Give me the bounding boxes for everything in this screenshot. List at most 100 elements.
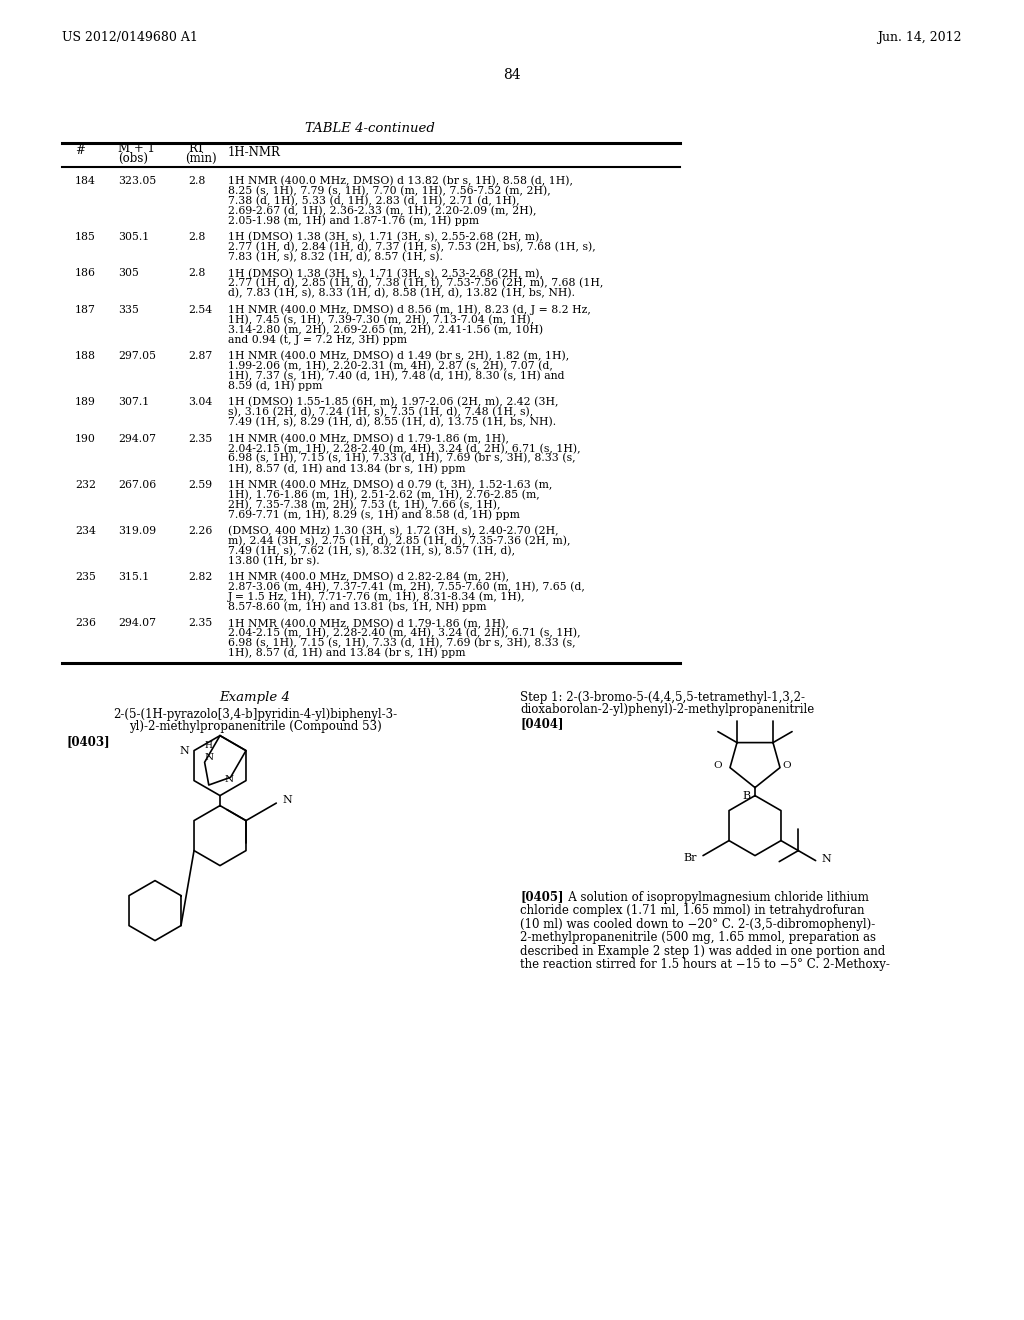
Text: 305: 305: [118, 268, 139, 279]
Text: 7.49 (1H, s), 8.29 (1H, d), 8.55 (1H, d), 13.75 (1H, bs, NH).: 7.49 (1H, s), 8.29 (1H, d), 8.55 (1H, d)…: [228, 417, 556, 428]
Text: A solution of isopropylmagnesium chloride lithium: A solution of isopropylmagnesium chlorid…: [557, 891, 869, 904]
Text: N: N: [204, 752, 213, 762]
Text: 13.80 (1H, br s).: 13.80 (1H, br s).: [228, 556, 319, 566]
Text: 2H), 7.35-7.38 (m, 2H), 7.53 (t, 1H), 7.66 (s, 1H),: 2H), 7.35-7.38 (m, 2H), 7.53 (t, 1H), 7.…: [228, 499, 501, 510]
Text: 6.98 (s, 1H), 7.15 (s, 1H), 7.33 (d, 1H), 7.69 (br s, 3H), 8.33 (s,: 6.98 (s, 1H), 7.15 (s, 1H), 7.33 (d, 1H)…: [228, 453, 575, 463]
Text: s), 3.16 (2H, d), 7.24 (1H, s), 7.35 (1H, d), 7.48 (1H, s),: s), 3.16 (2H, d), 7.24 (1H, s), 7.35 (1H…: [228, 407, 534, 417]
Text: 2.35: 2.35: [188, 433, 212, 444]
Text: 1H NMR (400.0 MHz, DMSO) d 2.82-2.84 (m, 2H),: 1H NMR (400.0 MHz, DMSO) d 2.82-2.84 (m,…: [228, 572, 509, 582]
Text: O: O: [714, 762, 722, 770]
Text: (DMSO, 400 MHz) 1.30 (3H, s), 1.72 (3H, s), 2.40-2.70 (2H,: (DMSO, 400 MHz) 1.30 (3H, s), 1.72 (3H, …: [228, 525, 559, 536]
Text: (10 ml) was cooled down to −20° C. 2-(3,5-dibromophenyl)-: (10 ml) was cooled down to −20° C. 2-(3,…: [520, 917, 876, 931]
Text: TABLE 4-continued: TABLE 4-continued: [305, 121, 435, 135]
Text: 8.25 (s, 1H), 7.79 (s, 1H), 7.70 (m, 1H), 7.56-7.52 (m, 2H),: 8.25 (s, 1H), 7.79 (s, 1H), 7.70 (m, 1H)…: [228, 186, 551, 197]
Text: described in Example 2 step 1) was added in one portion and: described in Example 2 step 1) was added…: [520, 945, 886, 957]
Text: yl)-2-methylpropanenitrile (Compound 53): yl)-2-methylpropanenitrile (Compound 53): [129, 719, 381, 733]
Text: 2.54: 2.54: [188, 305, 212, 314]
Text: 2.77 (1H, d), 2.85 (1H, d), 7.38 (1H, t), 7.53-7.56 (2H, m), 7.68 (1H,: 2.77 (1H, d), 2.85 (1H, d), 7.38 (1H, t)…: [228, 279, 603, 289]
Text: 297.05: 297.05: [118, 351, 156, 360]
Text: N: N: [224, 775, 233, 784]
Text: 186: 186: [75, 268, 96, 279]
Text: 2.8: 2.8: [188, 268, 206, 279]
Text: 2.05-1.98 (m, 1H) and 1.87-1.76 (m, 1H) ppm: 2.05-1.98 (m, 1H) and 1.87-1.76 (m, 1H) …: [228, 215, 479, 226]
Text: 305.1: 305.1: [118, 232, 150, 242]
Text: Example 4: Example 4: [219, 690, 291, 704]
Text: 2.35: 2.35: [188, 618, 212, 628]
Text: US 2012/0149680 A1: US 2012/0149680 A1: [62, 32, 198, 45]
Text: 1H), 8.57 (d, 1H) and 13.84 (br s, 1H) ppm: 1H), 8.57 (d, 1H) and 13.84 (br s, 1H) p…: [228, 463, 466, 474]
Text: 2.04-2.15 (m, 1H), 2.28-2.40 (m, 4H), 3.24 (d, 2H), 6.71 (s, 1H),: 2.04-2.15 (m, 1H), 2.28-2.40 (m, 4H), 3.…: [228, 444, 581, 454]
Text: 323.05: 323.05: [118, 176, 157, 186]
Text: 190: 190: [75, 433, 96, 444]
Text: 7.83 (1H, s), 8.32 (1H, d), 8.57 (1H, s).: 7.83 (1H, s), 8.32 (1H, d), 8.57 (1H, s)…: [228, 252, 442, 261]
Text: 236: 236: [75, 618, 96, 628]
Text: 1H), 7.37 (s, 1H), 7.40 (d, 1H), 7.48 (d, 1H), 8.30 (s, 1H) and: 1H), 7.37 (s, 1H), 7.40 (d, 1H), 7.48 (d…: [228, 371, 564, 381]
Text: 2-methylpropanenitrile (500 mg, 1.65 mmol, preparation as: 2-methylpropanenitrile (500 mg, 1.65 mmo…: [520, 931, 876, 944]
Text: 1H NMR (400.0 MHz, DMSO) d 1.79-1.86 (m, 1H),: 1H NMR (400.0 MHz, DMSO) d 1.79-1.86 (m,…: [228, 618, 509, 628]
Text: 235: 235: [75, 572, 96, 582]
Text: 2.59: 2.59: [188, 479, 212, 490]
Text: Jun. 14, 2012: Jun. 14, 2012: [878, 32, 962, 45]
Text: 307.1: 307.1: [118, 397, 150, 407]
Text: 188: 188: [75, 351, 96, 360]
Text: (min): (min): [185, 152, 217, 165]
Text: the reaction stirred for 1.5 hours at −15 to −5° C. 2-Methoxy-: the reaction stirred for 1.5 hours at −1…: [520, 958, 890, 972]
Text: 2.77 (1H, d), 2.84 (1H, d), 7.37 (1H, s), 7.53 (2H, bs), 7.68 (1H, s),: 2.77 (1H, d), 2.84 (1H, d), 7.37 (1H, s)…: [228, 242, 596, 252]
Text: (obs): (obs): [118, 152, 148, 165]
Text: 1H (DMSO) 1.38 (3H, s), 1.71 (3H, s), 2.53-2.68 (2H, m),: 1H (DMSO) 1.38 (3H, s), 1.71 (3H, s), 2.…: [228, 268, 543, 279]
Text: 187: 187: [75, 305, 96, 314]
Text: M + 1: M + 1: [118, 141, 155, 154]
Text: 2.87-3.06 (m, 4H), 7.37-7.41 (m, 2H), 7.55-7.60 (m, 1H), 7.65 (d,: 2.87-3.06 (m, 4H), 7.37-7.41 (m, 2H), 7.…: [228, 582, 585, 593]
Text: and 0.94 (t, J = 7.2 Hz, 3H) ppm: and 0.94 (t, J = 7.2 Hz, 3H) ppm: [228, 334, 407, 345]
Text: N: N: [283, 795, 292, 805]
Text: 1H NMR (400.0 MHz, DMSO) d 0.79 (t, 3H), 1.52-1.63 (m,: 1H NMR (400.0 MHz, DMSO) d 0.79 (t, 3H),…: [228, 479, 552, 490]
Text: 8.57-8.60 (m, 1H) and 13.81 (bs, 1H, NH) ppm: 8.57-8.60 (m, 1H) and 13.81 (bs, 1H, NH)…: [228, 602, 486, 612]
Text: 7.69-7.71 (m, 1H), 8.29 (s, 1H) and 8.58 (d, 1H) ppm: 7.69-7.71 (m, 1H), 8.29 (s, 1H) and 8.58…: [228, 510, 520, 520]
Text: O: O: [782, 762, 791, 770]
Text: H: H: [205, 741, 213, 750]
Text: 234: 234: [75, 525, 96, 536]
Text: 2.69-2.67 (d, 1H), 2.36-2.33 (m, 1H), 2.20-2.09 (m, 2H),: 2.69-2.67 (d, 1H), 2.36-2.33 (m, 1H), 2.…: [228, 206, 537, 215]
Text: RT: RT: [188, 141, 205, 154]
Text: 294.07: 294.07: [118, 433, 156, 444]
Text: 189: 189: [75, 397, 96, 407]
Text: 267.06: 267.06: [118, 479, 157, 490]
Text: N: N: [821, 854, 831, 863]
Text: [0404]: [0404]: [520, 718, 563, 730]
Text: 7.38 (d, 1H), 5.33 (d, 1H), 2.83 (d, 1H), 2.71 (d, 1H),: 7.38 (d, 1H), 5.33 (d, 1H), 2.83 (d, 1H)…: [228, 195, 519, 206]
Text: 84: 84: [503, 69, 521, 82]
Text: 1.99-2.06 (m, 1H), 2.20-2.31 (m, 4H), 2.87 (s, 2H), 7.07 (d,: 1.99-2.06 (m, 1H), 2.20-2.31 (m, 4H), 2.…: [228, 360, 553, 371]
Text: 1H-NMR: 1H-NMR: [228, 147, 281, 160]
Text: d), 7.83 (1H, s), 8.33 (1H, d), 8.58 (1H, d), 13.82 (1H, bs, NH).: d), 7.83 (1H, s), 8.33 (1H, d), 8.58 (1H…: [228, 288, 575, 298]
Text: 1H NMR (400.0 MHz, DMSO) d 8.56 (m, 1H), 8.23 (d, J = 8.2 Hz,: 1H NMR (400.0 MHz, DMSO) d 8.56 (m, 1H),…: [228, 305, 591, 315]
Text: 1H NMR (400.0 MHz, DMSO) d 13.82 (br s, 1H), 8.58 (d, 1H),: 1H NMR (400.0 MHz, DMSO) d 13.82 (br s, …: [228, 176, 573, 186]
Text: 2.04-2.15 (m, 1H), 2.28-2.40 (m, 4H), 3.24 (d, 2H), 6.71 (s, 1H),: 2.04-2.15 (m, 1H), 2.28-2.40 (m, 4H), 3.…: [228, 628, 581, 639]
Text: Step 1: 2-(3-bromo-5-(4,4,5,5-tetramethyl-1,3,2-: Step 1: 2-(3-bromo-5-(4,4,5,5-tetramethy…: [520, 690, 805, 704]
Text: 2.8: 2.8: [188, 232, 206, 242]
Text: Br: Br: [684, 853, 697, 862]
Text: 1H), 8.57 (d, 1H) and 13.84 (br s, 1H) ppm: 1H), 8.57 (d, 1H) and 13.84 (br s, 1H) p…: [228, 648, 466, 659]
Text: 1H NMR (400.0 MHz, DMSO) d 1.79-1.86 (m, 1H),: 1H NMR (400.0 MHz, DMSO) d 1.79-1.86 (m,…: [228, 433, 509, 444]
Text: chloride complex (1.71 ml, 1.65 mmol) in tetrahydrofuran: chloride complex (1.71 ml, 1.65 mmol) in…: [520, 904, 864, 917]
Text: 8.59 (d, 1H) ppm: 8.59 (d, 1H) ppm: [228, 380, 323, 391]
Text: 315.1: 315.1: [118, 572, 150, 582]
Text: 2.87: 2.87: [188, 351, 212, 360]
Text: 185: 185: [75, 232, 96, 242]
Text: J = 1.5 Hz, 1H), 7.71-7.76 (m, 1H), 8.31-8.34 (m, 1H),: J = 1.5 Hz, 1H), 7.71-7.76 (m, 1H), 8.31…: [228, 591, 525, 602]
Text: #: #: [75, 144, 85, 157]
Text: [0405]: [0405]: [520, 891, 563, 904]
Text: 2.8: 2.8: [188, 176, 206, 186]
Text: 184: 184: [75, 176, 96, 186]
Text: 2.82: 2.82: [188, 572, 212, 582]
Text: dioxaborolan-2-yl)phenyl)-2-methylpropanenitrile: dioxaborolan-2-yl)phenyl)-2-methylpropan…: [520, 702, 814, 715]
Text: 1H (DMSO) 1.38 (3H, s), 1.71 (3H, s), 2.55-2.68 (2H, m),: 1H (DMSO) 1.38 (3H, s), 1.71 (3H, s), 2.…: [228, 232, 543, 243]
Text: 319.09: 319.09: [118, 525, 156, 536]
Text: m), 2.44 (3H, s), 2.75 (1H, d), 2.85 (1H, d), 7.35-7.36 (2H, m),: m), 2.44 (3H, s), 2.75 (1H, d), 2.85 (1H…: [228, 536, 570, 546]
Text: 335: 335: [118, 305, 139, 314]
Text: 1H (DMSO) 1.55-1.85 (6H, m), 1.97-2.06 (2H, m), 2.42 (3H,: 1H (DMSO) 1.55-1.85 (6H, m), 1.97-2.06 (…: [228, 397, 558, 408]
Text: 1H), 1.76-1.86 (m, 1H), 2.51-2.62 (m, 1H), 2.76-2.85 (m,: 1H), 1.76-1.86 (m, 1H), 2.51-2.62 (m, 1H…: [228, 490, 540, 500]
Text: 7.49 (1H, s), 7.62 (1H, s), 8.32 (1H, s), 8.57 (1H, d),: 7.49 (1H, s), 7.62 (1H, s), 8.32 (1H, s)…: [228, 545, 515, 556]
Text: 3.04: 3.04: [188, 397, 212, 407]
Text: 2.26: 2.26: [188, 525, 212, 536]
Text: 1H NMR (400.0 MHz, DMSO) d 1.49 (br s, 2H), 1.82 (m, 1H),: 1H NMR (400.0 MHz, DMSO) d 1.49 (br s, 2…: [228, 351, 569, 362]
